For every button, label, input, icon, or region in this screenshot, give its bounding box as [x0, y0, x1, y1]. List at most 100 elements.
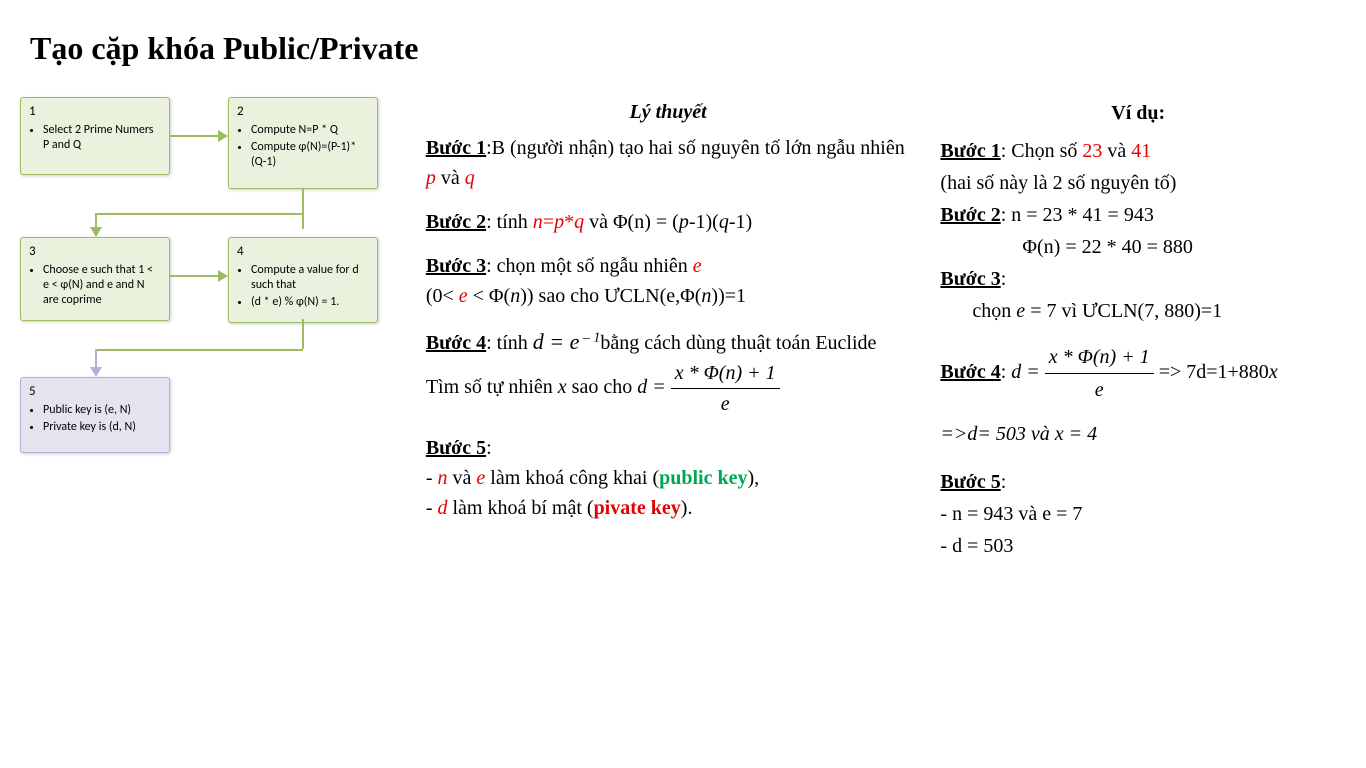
ex-step1: Bước 1: Chọn số 23 và 41 (hai số này là … — [940, 135, 1336, 199]
step5-d: d — [437, 497, 447, 519]
flow-connector — [95, 349, 97, 369]
flow-connector — [90, 227, 102, 237]
flow-box-item: Compute N=P * Q — [251, 123, 369, 138]
ex5-l2: - d = 503 — [940, 535, 1013, 557]
step5-l1d: ), — [747, 467, 759, 489]
flow-box-5: 5 Public key is (e, N) Private key is (d, … — [20, 377, 170, 453]
step2-b: và Φ(n) = ( — [584, 211, 679, 233]
theory-step2: Bước 2: tính n=p*q và Φ(n) = (p-1)(q-1) — [426, 207, 911, 237]
flowchart-column: 1 Select 2 Prime Numers P and Q 2 Compute N… — [20, 97, 396, 562]
ex-step2: Bước 2: n = 23 * 41 = 943 Φ(n) = 22 * 40… — [940, 199, 1336, 263]
step4-l2b: sao cho — [567, 376, 638, 398]
step1-q: q — [465, 167, 475, 189]
ex5-l1: - n = 943 và e = 7 — [940, 503, 1082, 525]
ex4-num: x * Φ(n) + 1 — [1045, 341, 1154, 374]
step3-l2a: (0< — [426, 285, 459, 307]
flow-connector — [302, 319, 304, 349]
theory-step5: Bước 5: - n và e làm khoá công khai (pub… — [426, 433, 911, 523]
flow-connector — [90, 367, 102, 377]
flow-connector — [302, 189, 304, 229]
theory-step4: Bước 4: tính d = e – 1bằng cách dùng thu… — [426, 325, 911, 419]
step4-x: x — [558, 376, 567, 398]
step3-l2b: < Φ( — [468, 285, 511, 307]
step3-label: Bước 3 — [426, 255, 486, 277]
flowchart: 1 Select 2 Prime Numers P and Q 2 Compute N… — [20, 97, 396, 517]
ex4-xval: x = 4 — [1055, 423, 1097, 445]
flow-box-4: 4 Compute a value for d such that (d * e) … — [228, 237, 378, 323]
step4-label: Bước 4 — [426, 332, 486, 354]
step5-n: n — [437, 467, 447, 489]
step5-l1a: - — [426, 467, 438, 489]
ex3-c: = 7 vì ƯCLN(7, 880)=1 — [1025, 300, 1222, 322]
step2-c: -1)( — [689, 211, 719, 233]
step4-frac-den: e — [671, 389, 780, 419]
ex3-label: Bước 3 — [940, 268, 1000, 290]
ex-step3: Bước 3: chọn e = 7 vì ƯCLN(7, 880)=1 — [940, 263, 1336, 327]
ex-step4-result: =>d= 503 và x = 4 — [940, 418, 1336, 450]
ex1-b: và — [1102, 140, 1131, 162]
step5-l2a: - — [426, 497, 438, 519]
ex1-label: Bước 1 — [940, 140, 1000, 162]
ex4-d: d = — [1011, 361, 1040, 383]
ex4-fraction: x * Φ(n) + 1 e — [1045, 341, 1154, 406]
flow-box-item: Compute a value for d such that — [251, 263, 369, 293]
ex1-note: (hai số này là 2 số nguyên tố) — [940, 172, 1176, 194]
step2-d: -1) — [729, 211, 752, 233]
step2-p: p — [554, 211, 564, 233]
ex4-res-a: => — [940, 423, 967, 445]
flow-connector — [218, 270, 228, 282]
ex1-23: 23 — [1082, 140, 1102, 162]
step3-a: : chọn một số ngẫu nhiên — [486, 255, 693, 277]
flow-box-items: Choose e such that 1 < e < φ(N) and e an… — [29, 263, 161, 308]
example-column: Ví dụ: Bước 1: Chọn số 23 và 41 (hai số … — [940, 97, 1336, 562]
flow-box-3: 3 Choose e such that 1 < e < φ(N) and e a… — [20, 237, 170, 321]
step1-p: p — [426, 167, 436, 189]
step5-label: Bước 5 — [426, 437, 486, 459]
ex1-a: : Chọn số — [1001, 140, 1083, 162]
step1-label: Bước 1 — [426, 137, 486, 159]
ex-step5: Bước 5: - n = 943 và e = 7 - d = 503 — [940, 466, 1336, 562]
flow-connector — [170, 275, 218, 277]
flow-connector — [170, 135, 218, 137]
flow-box-number: 4 — [237, 244, 369, 259]
step2-q2: q — [719, 211, 729, 233]
step4-frac-num: x * Φ(n) + 1 — [671, 358, 780, 389]
ex5-label: Bước 5 — [940, 471, 1000, 493]
flow-box-item: Compute φ(N)=(P-1)*(Q-1) — [251, 140, 369, 170]
flow-box-1: 1 Select 2 Prime Numers P and Q — [20, 97, 170, 175]
ex4-den: e — [1045, 374, 1154, 406]
step5-l1c: làm khoá công khai ( — [485, 467, 659, 489]
step4-d2: d = — [637, 376, 666, 398]
flow-box-number: 3 — [29, 244, 161, 259]
step4-sup: – 1 — [579, 330, 600, 345]
step4-b: bằng cách dùng thuật toán Euclide — [600, 332, 876, 354]
flow-box-number: 1 — [29, 104, 161, 119]
flow-box-number: 5 — [29, 384, 161, 399]
flow-box-number: 2 — [237, 104, 369, 119]
step5-l2c: ). — [681, 497, 693, 519]
ex4-res-b: = 503 và — [977, 423, 1054, 445]
ex1-41: 41 — [1131, 140, 1151, 162]
step3-n: n — [510, 285, 520, 307]
flow-box-item: (d * e) % φ(N) = 1. — [251, 295, 369, 310]
ex2-label: Bước 2 — [940, 204, 1000, 226]
content-columns: 1 Select 2 Prime Numers P and Q 2 Compute N… — [20, 97, 1336, 562]
ex2-b: Φ(n) = 22 * 40 = 880 — [1022, 236, 1193, 258]
flow-box-item: Public key is (e, N) — [43, 403, 161, 418]
step4-deq: d = e — [533, 329, 580, 354]
example-heading: Ví dụ: — [940, 97, 1336, 129]
step3-n2: n — [701, 285, 711, 307]
flow-connector — [95, 349, 303, 351]
step5-public: public key — [659, 467, 747, 489]
ex4-label: Bước 4 — [940, 361, 1000, 383]
flow-box-item: Private key is (d, N) — [43, 420, 161, 435]
flow-box-item: Select 2 Prime Numers P and Q — [43, 123, 161, 153]
step4-fraction: x * Φ(n) + 1 e — [671, 358, 780, 419]
ex2-a: : n = 23 * 41 = 943 — [1001, 204, 1154, 226]
ex3-b: chọn — [972, 300, 1016, 322]
step2-q: q — [574, 211, 584, 233]
theory-column: Lý thuyết Bước 1:B (người nhận) tạo hai … — [426, 97, 911, 562]
step1-and: và — [436, 167, 465, 189]
step2-a: : tính — [486, 211, 533, 233]
step3-e2: e — [459, 285, 468, 307]
